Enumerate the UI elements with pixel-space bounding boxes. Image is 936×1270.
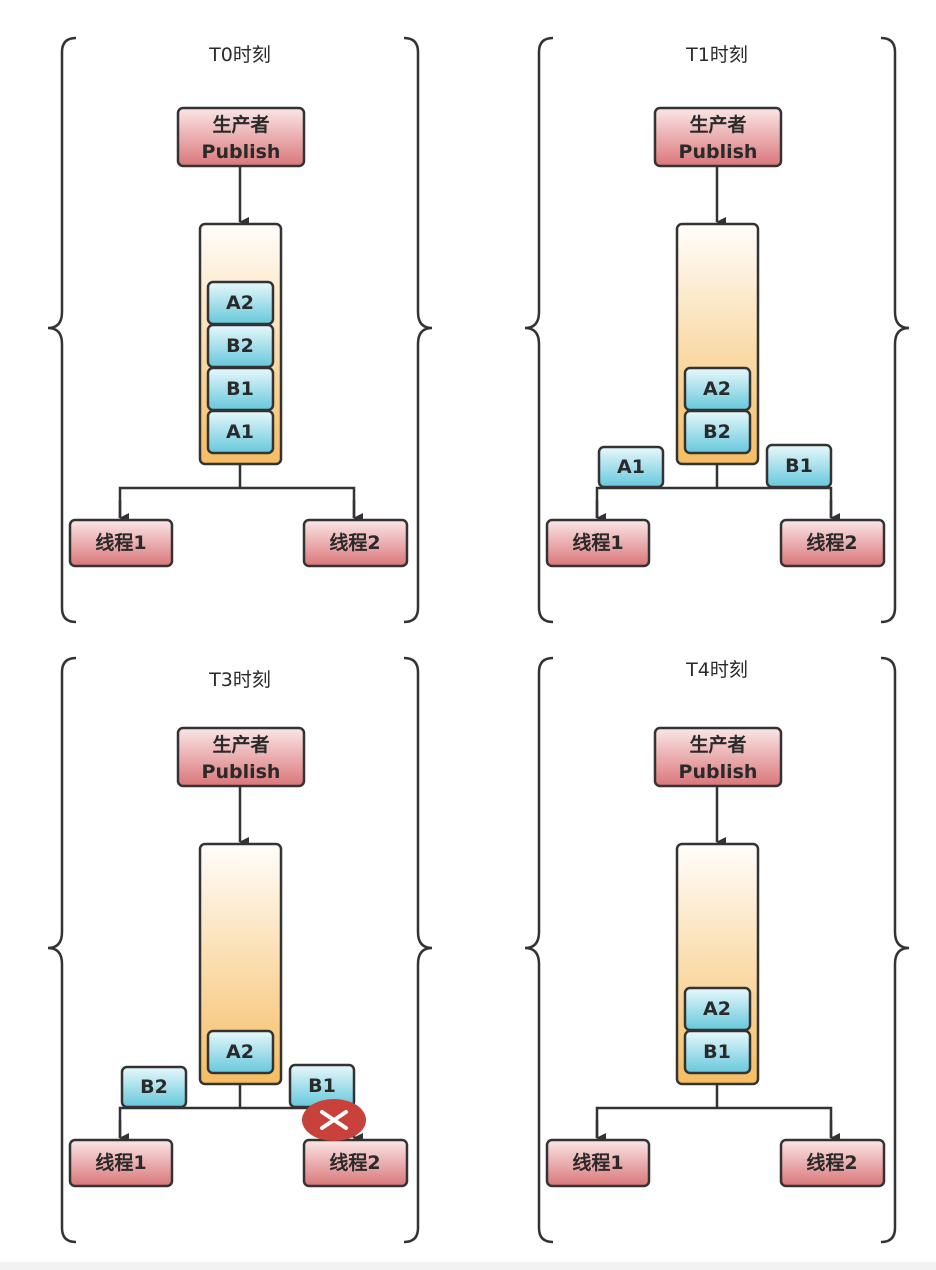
right-brace [880, 656, 910, 1244]
queue-item-label: A2 [703, 998, 731, 1020]
in-transit-item-thread1 [597, 445, 665, 489]
queue-item-label: B1 [703, 1041, 731, 1063]
left-brace [47, 656, 77, 1244]
queue-item [206, 409, 275, 455]
producer-publish-label: Publish [202, 761, 281, 783]
thread2-box [302, 1138, 409, 1188]
right-brace [403, 36, 433, 624]
producer-publish-label: Publish [679, 761, 758, 783]
thread1-label: 线程1 [572, 1151, 623, 1174]
in-transit-item-label: B1 [308, 1075, 336, 1097]
in-transit-item-label: B1 [785, 455, 813, 477]
thread1-label: 线程1 [95, 531, 146, 554]
queue-item-label: A2 [226, 292, 254, 314]
producer-label: 生产者 [689, 113, 746, 136]
producer-label: 生产者 [212, 113, 269, 136]
consumer-connector [118, 486, 356, 518]
producer-label: 生产者 [689, 733, 746, 756]
panel-title: T1时刻 [685, 44, 748, 66]
thread2-label: 线程2 [329, 531, 380, 554]
queue-item [683, 409, 752, 455]
thread2-box [779, 518, 886, 568]
queue-item-label: A2 [226, 1041, 254, 1063]
producer-publish-label: Publish [202, 141, 281, 163]
right-brace [403, 656, 433, 1244]
queue-item [683, 1029, 752, 1075]
thread1-box [68, 1138, 174, 1188]
producer-publish-label: Publish [679, 141, 758, 163]
panel-title: T0时刻 [208, 44, 271, 66]
thread2-label: 线程2 [329, 1151, 380, 1174]
queue-item-label: B2 [703, 421, 731, 443]
left-brace [524, 36, 554, 624]
in-transit-item-label: A1 [617, 456, 645, 478]
consumer-connector [595, 1106, 833, 1138]
left-brace [47, 36, 77, 624]
x-icon [302, 1099, 366, 1141]
queue-item-label: B2 [226, 335, 254, 357]
queue-item-label: A2 [703, 378, 731, 400]
producer-label: 生产者 [212, 733, 269, 756]
queue-item-label: A1 [226, 421, 254, 443]
queue-item-label: B1 [226, 378, 254, 400]
thread2-box [302, 518, 409, 568]
panel-title: T3时刻 [208, 669, 271, 691]
panel-title: T4时刻 [685, 659, 748, 681]
thread1-box [68, 518, 174, 568]
left-brace [524, 656, 554, 1244]
consumer-connector [595, 486, 833, 518]
thread1-label: 线程1 [95, 1151, 146, 1174]
queue-item [206, 1029, 275, 1075]
thread2-label: 线程2 [806, 531, 857, 554]
in-transit-item-thread1 [120, 1065, 188, 1109]
thread1-label: 线程1 [572, 531, 623, 554]
in-transit-item-thread2 [765, 443, 833, 489]
thread2-label: 线程2 [806, 1151, 857, 1174]
thread2-box [779, 1138, 886, 1188]
thread1-box [545, 1138, 651, 1188]
in-transit-item-label: B2 [140, 1076, 168, 1098]
footer-strip [0, 1262, 936, 1270]
right-brace [880, 36, 910, 624]
thread1-box [545, 518, 651, 568]
